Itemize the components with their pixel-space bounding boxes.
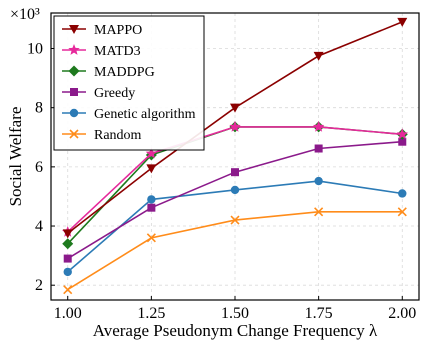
x-tick-label: 1.00 [54,305,82,322]
data-point-greedy [231,168,239,177]
legend-marker [69,108,79,118]
data-point-matd3 [145,147,158,159]
data-point-genetic-algorithm [398,189,407,198]
legend-marker [70,88,78,96]
data-point-greedy [63,254,72,263]
x-tick-label: 1.50 [221,305,249,322]
y-tick-label: 4 [35,218,43,235]
data-point-mappo [230,103,240,113]
legend: MAPPO MATD3 MADDPG Greedy Genetic algorithm R… [53,15,205,151]
legend-item: MADDPG [62,65,155,80]
legend-item: Random [62,128,142,143]
y-tick-label: 10 [27,41,43,58]
data-point-matd3 [229,120,241,132]
y-tick-label: 2 [35,277,43,294]
legend-label: Random [94,128,142,143]
legend-label: MATD3 [94,44,141,59]
y-tick-label: 6 [35,159,43,176]
data-point-genetic-algorithm [63,267,72,277]
x-tick-label: 1.75 [305,305,333,322]
data-point-random [230,215,240,225]
y-axis-label: Social Welfare [6,107,25,207]
x-tick-label: 2.00 [388,305,416,322]
data-point-random [397,207,407,217]
legend-marker [68,44,80,55]
legend-item: Greedy [62,86,135,101]
data-point-genetic-algorithm [230,185,240,195]
legend-marker [69,25,79,34]
data-point-random [63,285,73,295]
data-point-matd3 [396,128,408,140]
data-point-random [146,233,156,243]
legend-box [53,15,205,151]
data-point-maddpg [62,238,74,250]
legend-label: MAPPO [94,23,142,38]
data-point-mappo [397,17,408,27]
y-multiplier-label: ×10³ [10,6,40,23]
data-point-mappo [146,164,157,174]
legend-label: Genetic algorithm [94,107,196,122]
data-point-greedy [147,203,156,212]
legend-item: Genetic algorithm [62,107,196,122]
x-tick-label: 1.25 [137,305,165,322]
legend-marker [68,65,80,77]
data-point-random [314,207,324,217]
y-tick-label: 8 [35,100,43,117]
legend-item: MAPPO [62,23,142,38]
series-mappo [62,17,408,239]
series-random [63,207,407,295]
series-greedy [63,137,407,263]
legend-item: MATD3 [62,44,141,59]
legend-marker [69,129,79,139]
legend-label: MADDPG [94,65,155,80]
data-point-greedy [314,144,323,153]
series-layer [62,17,408,295]
data-point-genetic-algorithm [314,176,323,186]
data-point-mappo [62,229,73,239]
series-genetic-algorithm [63,176,407,277]
data-point-matd3 [312,120,325,132]
data-point-genetic-algorithm [147,195,156,204]
axis-ticks: 1.00 1.25 1.50 1.75 2.00 2 4 6 8 10 [27,41,416,322]
legend-label: Greedy [94,86,135,101]
x-axis-label: Average Pseudonym Change Frequency λ [93,321,378,340]
data-point-greedy [398,137,407,146]
data-point-mappo [313,51,324,61]
